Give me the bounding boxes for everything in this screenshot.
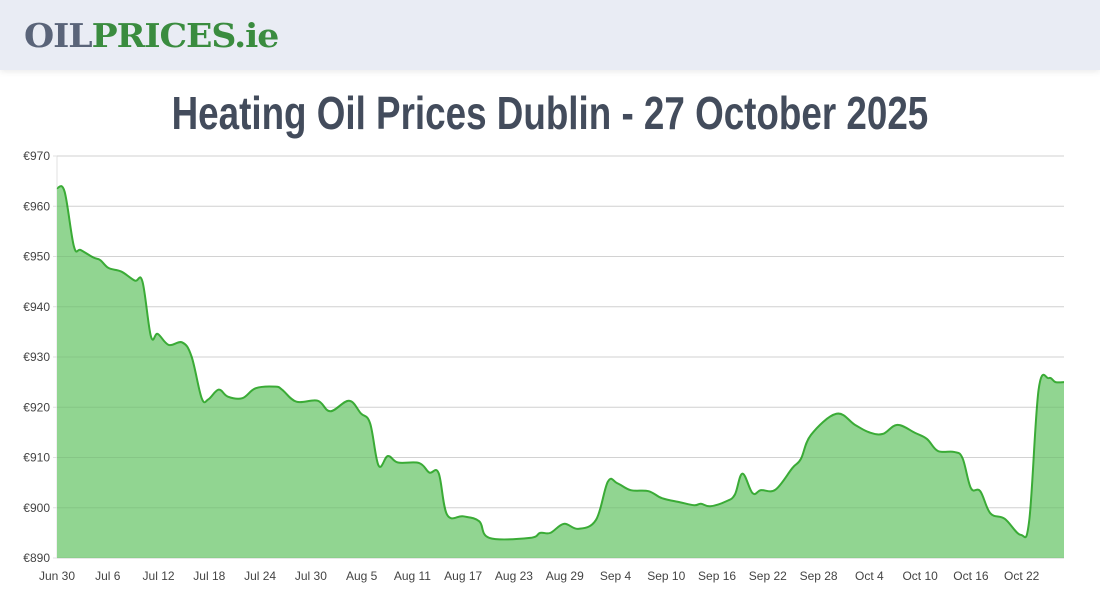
price-line [56, 185, 1065, 541]
x-tick-label: Jul 6 [95, 569, 121, 583]
y-tick-label: €910 [23, 451, 50, 465]
y-tick-label: €960 [23, 199, 50, 213]
x-tick-label: Oct 22 [1004, 569, 1040, 583]
x-tick-label: Aug 5 [346, 569, 378, 583]
x-tick-label: Sep 22 [749, 569, 787, 583]
page-title-text: Heating Oil Prices Dublin - 27 October 2… [171, 87, 929, 139]
x-tick-label: Sep 10 [647, 569, 685, 583]
x-tick-label: Jul 18 [193, 569, 225, 583]
x-tick-label: Jul 12 [143, 569, 175, 583]
y-tick-label: €930 [23, 350, 50, 364]
x-tick-label: Jun 30 [39, 569, 75, 583]
x-tick-label: Oct 4 [855, 569, 884, 583]
y-tick-label: €940 [23, 300, 50, 314]
x-tick-label: Aug 17 [444, 569, 482, 583]
price-area [57, 186, 1064, 559]
x-tick-label: Sep 4 [600, 569, 632, 583]
y-tick-label: €970 [23, 149, 50, 163]
y-tick-label: €900 [23, 501, 50, 515]
site-logo[interactable]: OILPRICES.ie [24, 16, 280, 55]
x-tick-label: Sep 28 [800, 569, 838, 583]
x-tick-label: Oct 10 [902, 569, 938, 583]
x-tick-label: Aug 29 [546, 569, 584, 583]
x-tick-label: Jul 24 [244, 569, 276, 583]
x-tick-label: Aug 23 [495, 569, 533, 583]
logo-oil: OIL [24, 16, 93, 55]
x-tick-label: Jul 30 [295, 569, 327, 583]
y-tick-label: €950 [23, 250, 50, 264]
x-tick-label: Oct 16 [953, 569, 989, 583]
y-tick-label: €890 [23, 551, 50, 565]
y-tick-label: €920 [23, 400, 50, 414]
page-title: Heating Oil Prices Dublin - 27 October 2… [0, 86, 1100, 140]
x-tick-label: Aug 11 [394, 569, 431, 583]
x-tick-label: Sep 16 [698, 569, 736, 583]
logo-prices: PRICES.ie [91, 16, 280, 55]
site-header: OILPRICES.ie [0, 0, 1100, 70]
